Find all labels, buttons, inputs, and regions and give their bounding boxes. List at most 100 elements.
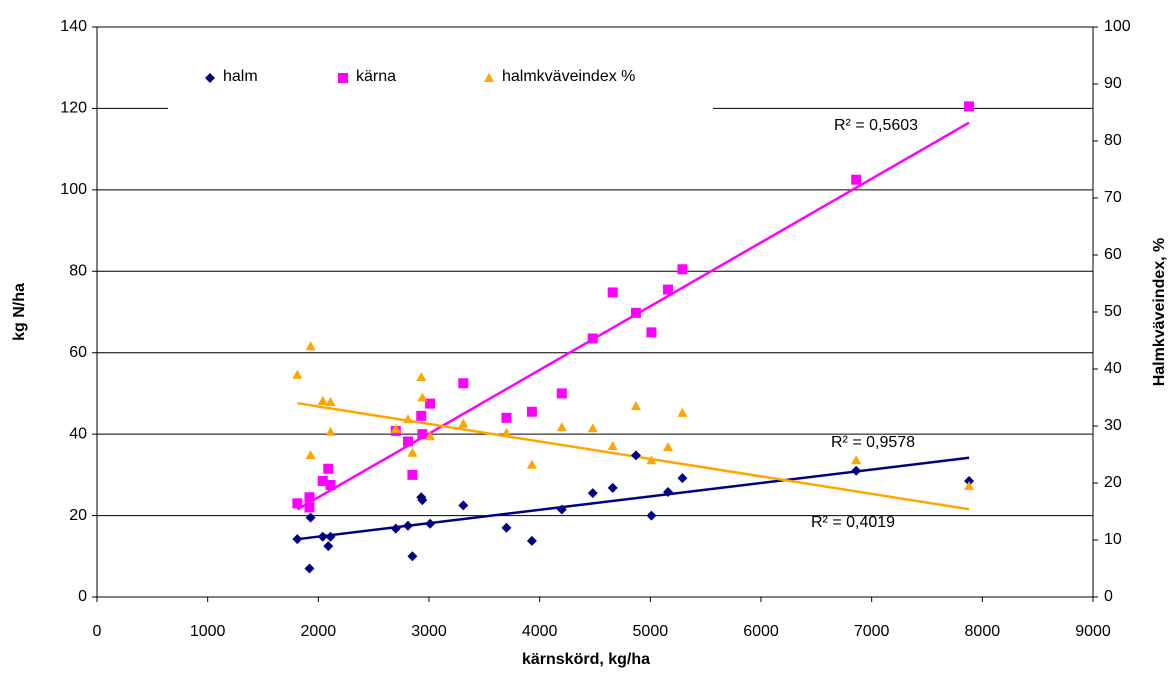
r2-label: R² = 0,4019 xyxy=(811,514,895,531)
legend-label: halm xyxy=(223,68,258,85)
point xyxy=(425,518,436,529)
legend-box xyxy=(168,55,713,125)
point xyxy=(607,482,618,493)
legend-label: halmkväveindex % xyxy=(502,68,635,85)
r2-label: R² = 0,5603 xyxy=(834,117,918,134)
point xyxy=(305,341,316,351)
y2-tick-label: 70 xyxy=(1104,189,1122,206)
point xyxy=(416,410,427,421)
x-tick-label: 4000 xyxy=(522,623,558,640)
y-tick-label: 100 xyxy=(60,181,87,198)
x-tick-label: 7000 xyxy=(854,623,890,640)
legend-marker xyxy=(484,73,494,82)
point xyxy=(425,398,436,409)
point xyxy=(304,563,315,574)
point xyxy=(402,436,413,447)
point xyxy=(323,541,334,552)
point xyxy=(417,392,428,402)
y2-tick-label: 90 xyxy=(1104,75,1122,92)
y2-tick-label: 0 xyxy=(1104,588,1113,605)
point xyxy=(417,429,428,440)
y-tick-label: 60 xyxy=(69,344,87,361)
point xyxy=(317,475,328,486)
point xyxy=(587,423,598,433)
point xyxy=(677,407,688,417)
point xyxy=(646,510,657,521)
point xyxy=(851,174,862,185)
y-tick-label: 80 xyxy=(69,263,87,280)
point xyxy=(630,450,641,461)
r2-label: R² = 0,9578 xyxy=(831,434,915,451)
y2-tick-label: 60 xyxy=(1104,246,1122,263)
point xyxy=(407,551,418,562)
point xyxy=(607,440,618,450)
point xyxy=(663,486,674,497)
point xyxy=(646,327,657,338)
y2-tick-label: 10 xyxy=(1104,531,1122,548)
point xyxy=(677,473,688,484)
y-tick-label: 140 xyxy=(60,18,87,35)
point xyxy=(630,307,641,318)
point xyxy=(407,469,418,480)
point xyxy=(646,455,657,465)
point xyxy=(501,522,512,533)
point xyxy=(402,414,413,424)
point xyxy=(325,531,336,542)
y-tick-label: 40 xyxy=(69,425,87,442)
x-tick-label: 2000 xyxy=(301,623,337,640)
y2-tick-label: 80 xyxy=(1104,132,1122,149)
x-tick-label: 1000 xyxy=(190,623,226,640)
point xyxy=(425,431,436,441)
point xyxy=(526,406,537,417)
point xyxy=(501,412,512,423)
y2-tick-label: 50 xyxy=(1104,303,1122,320)
point xyxy=(458,418,469,428)
point xyxy=(501,427,512,437)
y-tick-label: 0 xyxy=(78,588,87,605)
y2-tick-label: 40 xyxy=(1104,360,1122,377)
point xyxy=(851,465,862,476)
y2-axis-title: Halmkväveindex, % xyxy=(1151,238,1168,387)
x-tick-label: 5000 xyxy=(633,623,669,640)
x-tick-label: 8000 xyxy=(965,623,1001,640)
point xyxy=(587,488,598,499)
point xyxy=(458,378,469,389)
point xyxy=(317,531,328,542)
y-axis-title: kg N/ha xyxy=(11,283,28,341)
point xyxy=(851,455,862,465)
point xyxy=(304,492,315,503)
point xyxy=(964,480,975,490)
point xyxy=(325,480,336,491)
x-tick-label: 0 xyxy=(93,623,102,640)
point xyxy=(305,450,316,460)
x-axis-title: kärnskörd, kg/ha xyxy=(522,651,650,668)
point xyxy=(556,504,567,515)
point xyxy=(323,463,334,474)
point xyxy=(556,422,567,432)
point xyxy=(416,371,427,381)
point xyxy=(325,426,336,436)
y2-tick-label: 20 xyxy=(1104,474,1122,491)
point xyxy=(663,442,674,452)
point xyxy=(325,397,336,407)
legend-marker xyxy=(205,73,215,83)
y-tick-label: 20 xyxy=(69,507,87,524)
point xyxy=(587,333,598,344)
point xyxy=(317,395,328,405)
y2-tick-label: 30 xyxy=(1104,417,1122,434)
point xyxy=(417,495,428,506)
x-tick-label: 3000 xyxy=(411,623,447,640)
point xyxy=(390,523,401,534)
point xyxy=(556,388,567,399)
y2-tick-label: 100 xyxy=(1104,18,1131,35)
point xyxy=(292,498,303,509)
y-tick-label: 120 xyxy=(60,100,87,117)
x-tick-label: 9000 xyxy=(1075,623,1111,640)
x-tick-label: 6000 xyxy=(743,623,779,640)
legend-label: kärna xyxy=(356,68,396,85)
point xyxy=(407,447,418,457)
point xyxy=(305,512,316,523)
point xyxy=(607,287,618,298)
